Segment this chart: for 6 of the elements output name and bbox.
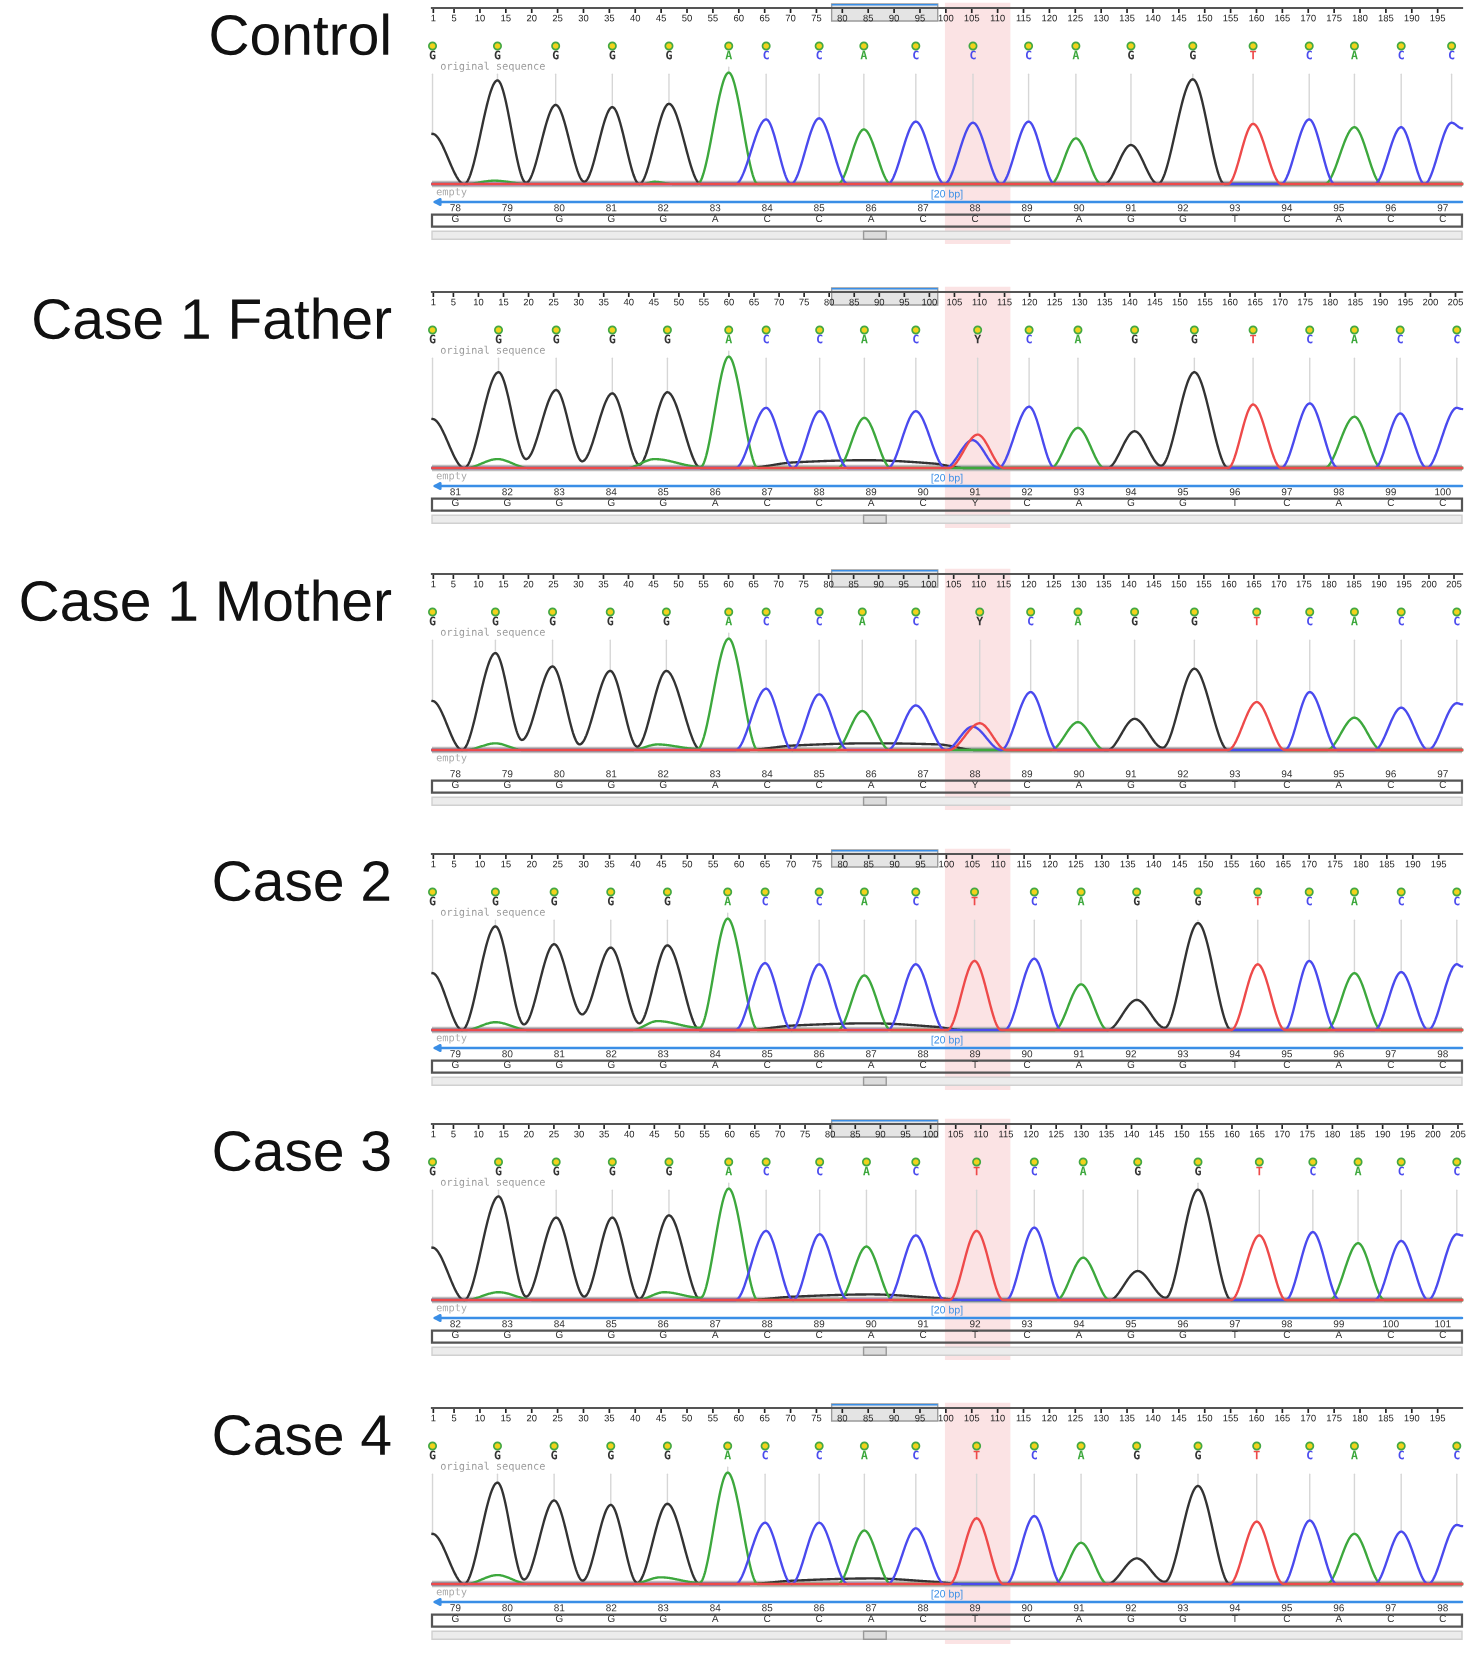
chart-title: Case 4 <box>214 1414 391 1456</box>
chart-title: Case 3 <box>214 1130 390 1172</box>
chart-title: Case 1 Father <box>34 297 392 340</box>
chart-title: Case 1 Mother <box>21 579 392 622</box>
chart-title: Control <box>211 13 389 56</box>
chart-title: Case 2 <box>214 860 390 902</box>
